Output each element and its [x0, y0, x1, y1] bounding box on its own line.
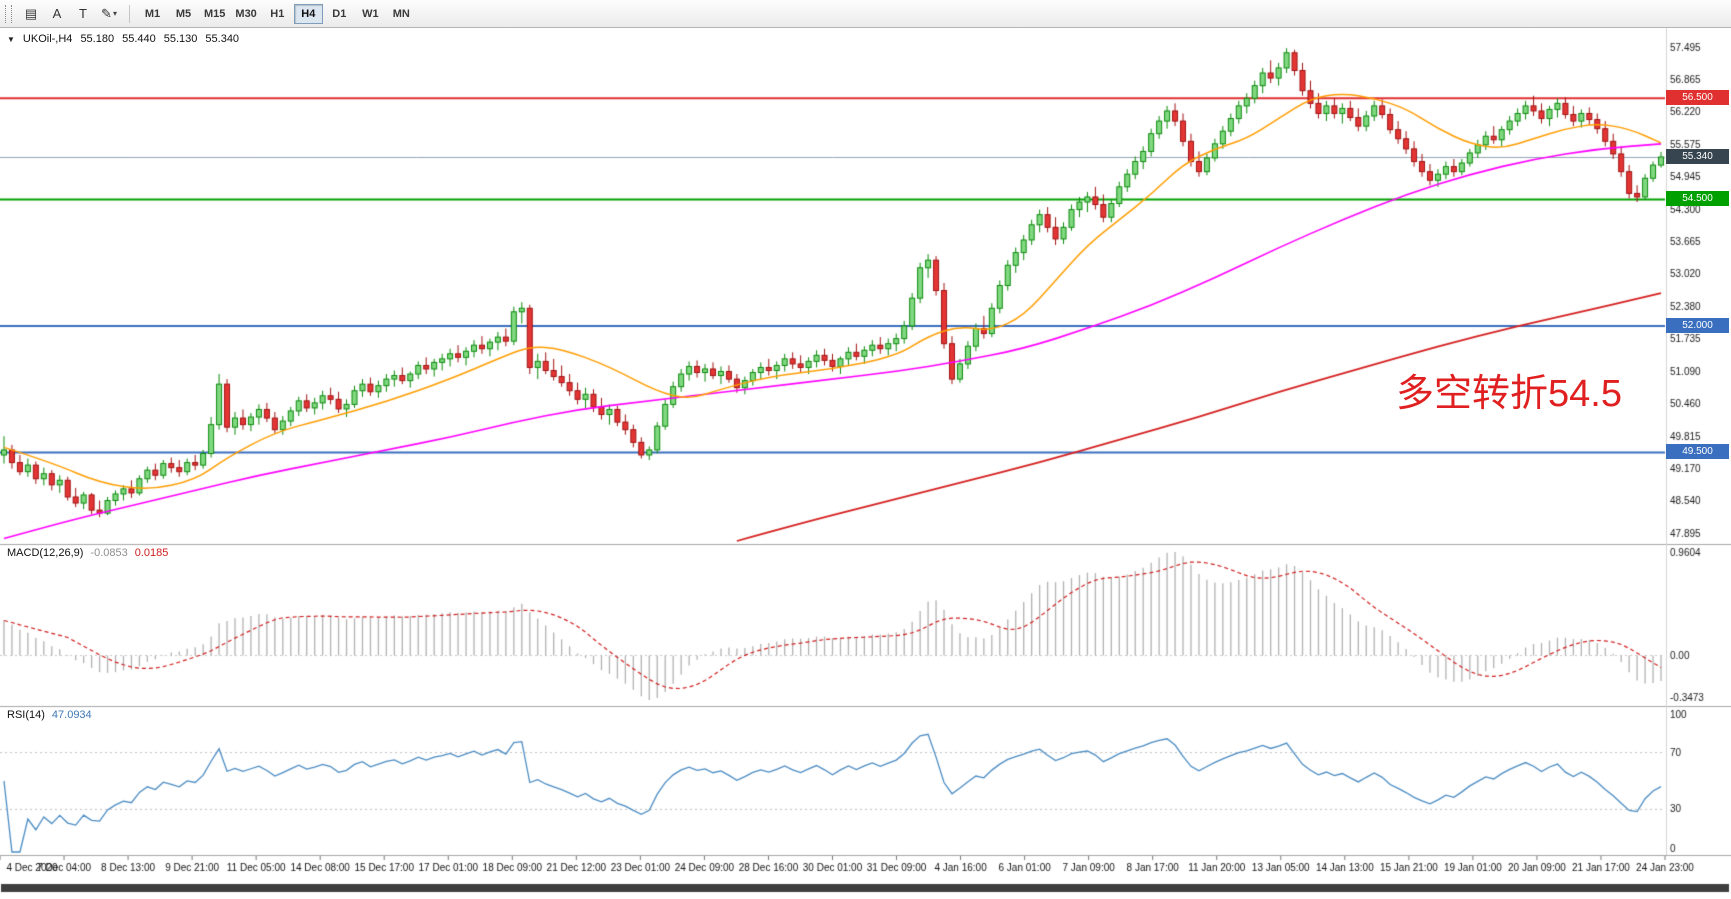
text-box-button[interactable]: T — [71, 3, 95, 25]
text-box-icon: T — [79, 6, 87, 21]
ohlc-open-value: 55.180 — [80, 33, 115, 45]
text-annotation-icon: A — [52, 6, 62, 21]
timeframe-button-m5[interactable]: M5 — [169, 4, 198, 24]
timeframe-button-m15[interactable]: M15 — [200, 4, 229, 24]
rsi-indicator-label: RSI(14) 47.0934 — [7, 709, 92, 721]
symbol-period-label: UKOil-,H4 — [22, 33, 73, 45]
macd-signal-value: 0.0185 — [134, 547, 169, 559]
toolbar-separator — [129, 4, 130, 23]
timeframe-button-h4[interactable]: H4 — [293, 3, 323, 24]
rsi-name: RSI(14) — [7, 709, 45, 721]
chart-grid-button[interactable]: ▤ — [19, 3, 43, 25]
macd-name: MACD(12,26,9) — [7, 547, 84, 559]
timeframe-button-d1[interactable]: D1 — [325, 4, 354, 24]
macd-indicator-label: MACD(12,26,9) -0.0853 0.0185 — [7, 547, 168, 559]
triangle-down-icon: ▼ — [7, 34, 15, 44]
toolbar: ▤ A T ✎ ▾ M1 M5 M15 M30 H1 H4 D1 W1 MN — [0, 0, 1731, 28]
draw-tools-button[interactable]: ✎ ▾ — [97, 3, 121, 25]
pencil-icon: ✎ — [101, 5, 112, 21]
current-price-badge: 55.340 — [1666, 148, 1729, 164]
chevron-down-icon: ▾ — [112, 9, 117, 18]
ohlc-close-value: 55.340 — [205, 33, 240, 45]
price-level-badge: 52.000 — [1666, 317, 1729, 333]
toolbar-grip[interactable] — [5, 4, 12, 23]
timeframe-button-m30[interactable]: M30 — [231, 4, 260, 24]
ohlc-low-value: 55.130 — [163, 33, 198, 45]
ohlc-high-value: 55.440 — [122, 33, 156, 45]
chart-text-annotation[interactable]: 多空转折54.5 — [1396, 373, 1622, 415]
price-level-badge: 49.500 — [1666, 444, 1729, 460]
price-level-badge: 54.500 — [1666, 191, 1729, 207]
ohlc-readout: ▼ UKOil-,H4 55.180 55.440 55.130 55.340 — [7, 33, 239, 45]
macd-main-value: -0.0853 — [90, 547, 128, 559]
timeframe-button-mn[interactable]: MN — [387, 4, 416, 24]
timeframe-button-w1[interactable]: W1 — [356, 4, 385, 24]
rsi-value: 47.0934 — [51, 709, 92, 721]
chart-grid-icon: ▤ — [24, 5, 38, 21]
timeframe-button-h1[interactable]: H1 — [263, 4, 292, 24]
price-level-badge: 56.500 — [1666, 90, 1729, 106]
text-annotation-button[interactable]: A — [45, 3, 69, 25]
timeframe-button-m1[interactable]: M1 — [138, 4, 167, 24]
